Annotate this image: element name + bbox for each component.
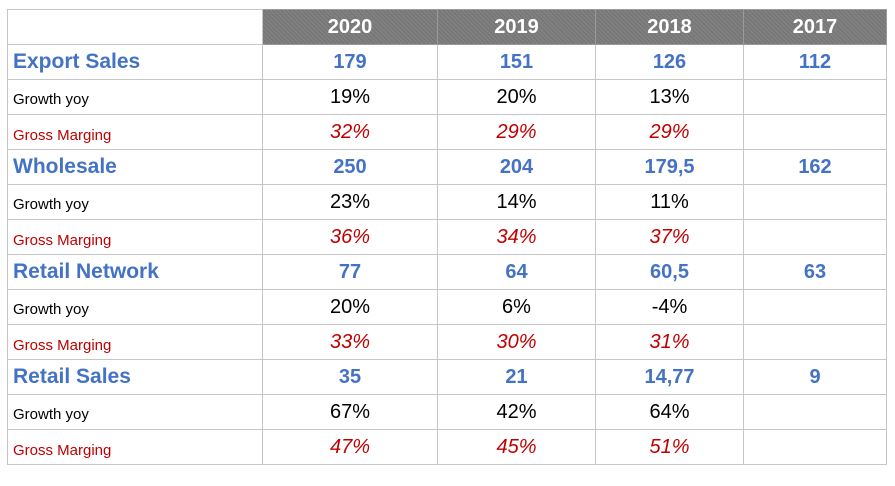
sales-value: 14,77 xyxy=(595,359,744,395)
sales-value: 60,5 xyxy=(595,254,744,290)
margin-value: 34% xyxy=(437,219,596,255)
header-year-cell: 2019 xyxy=(437,9,596,45)
sales-value: 250 xyxy=(262,149,438,185)
growth-label: Growth yoy xyxy=(7,289,263,325)
header-year-cell: 2020 xyxy=(262,9,438,45)
growth-value: 64% xyxy=(595,394,744,430)
sales-row: Export Sales 179 151 126 112 xyxy=(7,44,887,80)
margin-value xyxy=(743,219,887,255)
growth-value: 13% xyxy=(595,79,744,115)
margin-value: 37% xyxy=(595,219,744,255)
margin-value: 30% xyxy=(437,324,596,360)
margin-row: Gross Marging 32% 29% 29% xyxy=(7,114,887,150)
sales-value: 35 xyxy=(262,359,438,395)
growth-value: 6% xyxy=(437,289,596,325)
growth-value xyxy=(743,79,887,115)
growth-value: 20% xyxy=(262,289,438,325)
growth-value: 42% xyxy=(437,394,596,430)
sales-value: 179 xyxy=(262,44,438,80)
header-row: 2020 2019 2018 2017 xyxy=(7,9,887,45)
growth-value: 20% xyxy=(437,79,596,115)
margin-value: 31% xyxy=(595,324,744,360)
growth-value xyxy=(743,394,887,430)
margin-row: Gross Marging 33% 30% 31% xyxy=(7,324,887,360)
financial-table: 2020 2019 2018 2017 Export Sales 179 151… xyxy=(7,9,887,465)
growth-label: Growth yoy xyxy=(7,184,263,220)
margin-value: 33% xyxy=(262,324,438,360)
sales-value: 151 xyxy=(437,44,596,80)
margin-value xyxy=(743,429,887,465)
margin-value: 36% xyxy=(262,219,438,255)
growth-row: Growth yoy 23% 14% 11% xyxy=(7,184,887,220)
margin-value: 29% xyxy=(437,114,596,150)
margin-value: 51% xyxy=(595,429,744,465)
sales-value: 9 xyxy=(743,359,887,395)
growth-row: Growth yoy 20% 6% -4% xyxy=(7,289,887,325)
segment-name: Retail Sales xyxy=(7,359,263,395)
sales-value: 204 xyxy=(437,149,596,185)
sales-value: 77 xyxy=(262,254,438,290)
margin-label: Gross Marging xyxy=(7,324,263,360)
growth-label: Growth yoy xyxy=(7,394,263,430)
sales-value: 162 xyxy=(743,149,887,185)
growth-value: 67% xyxy=(262,394,438,430)
sales-value: 179,5 xyxy=(595,149,744,185)
growth-value xyxy=(743,184,887,220)
margin-row: Gross Marging 47% 45% 51% xyxy=(7,429,887,465)
sales-row: Retail Network 77 64 60,5 63 xyxy=(7,254,887,290)
header-corner-cell xyxy=(7,9,263,45)
growth-value: 14% xyxy=(437,184,596,220)
growth-row: Growth yoy 67% 42% 64% xyxy=(7,394,887,430)
sales-value: 64 xyxy=(437,254,596,290)
margin-value: 45% xyxy=(437,429,596,465)
margin-label: Gross Marging xyxy=(7,219,263,255)
header-year-cell: 2018 xyxy=(595,9,744,45)
growth-row: Growth yoy 19% 20% 13% xyxy=(7,79,887,115)
segment-name: Export Sales xyxy=(7,44,263,80)
growth-value: -4% xyxy=(595,289,744,325)
margin-value: 29% xyxy=(595,114,744,150)
margin-row: Gross Marging 36% 34% 37% xyxy=(7,219,887,255)
growth-value: 19% xyxy=(262,79,438,115)
growth-value: 23% xyxy=(262,184,438,220)
margin-value: 32% xyxy=(262,114,438,150)
margin-value: 47% xyxy=(262,429,438,465)
segment-name: Retail Network xyxy=(7,254,263,290)
growth-value xyxy=(743,289,887,325)
growth-value: 11% xyxy=(595,184,744,220)
sales-value: 63 xyxy=(743,254,887,290)
sales-row: Wholesale 250 204 179,5 162 xyxy=(7,149,887,185)
margin-label: Gross Marging xyxy=(7,114,263,150)
margin-label: Gross Marging xyxy=(7,429,263,465)
sales-value: 21 xyxy=(437,359,596,395)
margin-value xyxy=(743,324,887,360)
margin-value xyxy=(743,114,887,150)
segment-name: Wholesale xyxy=(7,149,263,185)
sales-value: 126 xyxy=(595,44,744,80)
sales-row: Retail Sales 35 21 14,77 9 xyxy=(7,359,887,395)
growth-label: Growth yoy xyxy=(7,79,263,115)
sales-value: 112 xyxy=(743,44,887,80)
header-year-cell: 2017 xyxy=(743,9,887,45)
